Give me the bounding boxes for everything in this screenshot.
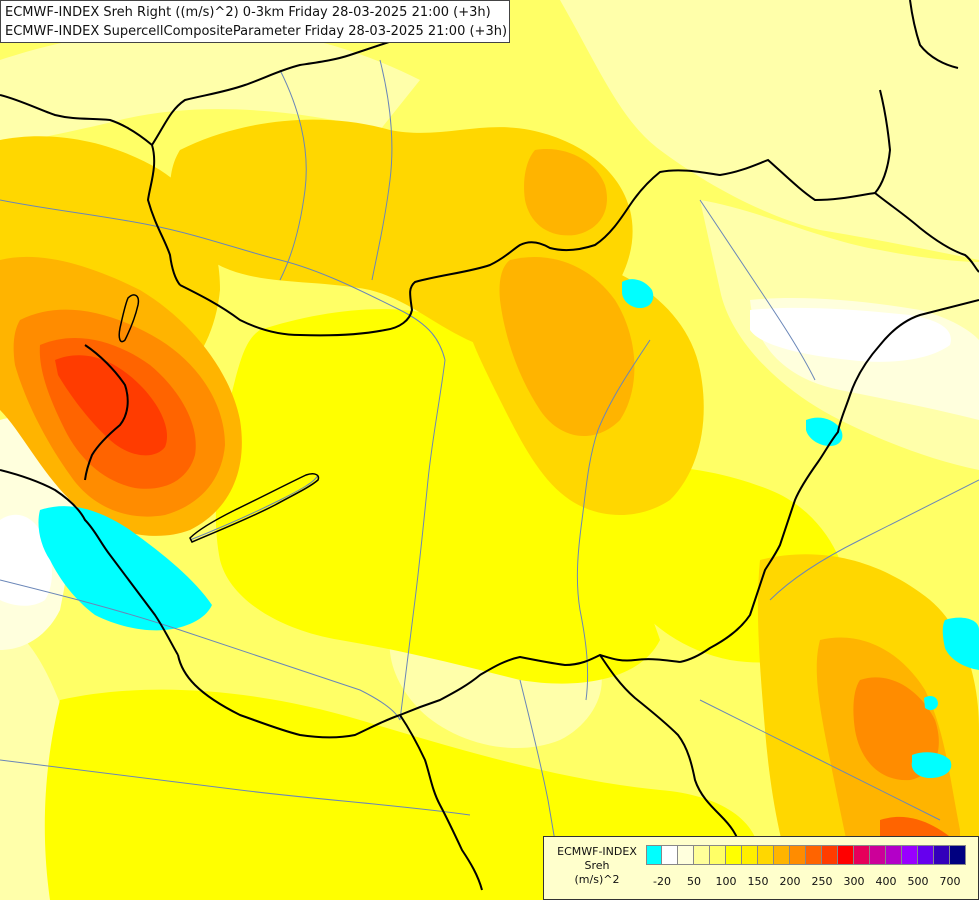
legend-swatch-1 [662,845,678,865]
color-legend: ECMWF-INDEX Sreh (m/s)^2 -20 50 100 150 200 2… [543,836,979,900]
legend-tick-label: 300 [843,875,865,888]
legend-swatch-4 [710,845,726,865]
legend-tick-label: 50 [687,875,701,888]
legend-swatch-15 [886,845,902,865]
rivers [0,59,979,900]
border-west-upper [84,344,129,481]
border-northeast [909,0,959,69]
river-drava [0,579,401,721]
field-orange-light-central [499,256,635,437]
legend-title-variable: Sreh [584,859,610,872]
field-cyan-north [622,279,654,308]
legend-swatch-6 [742,845,758,865]
legend-tick-labels: -20 50 100 150 200 250 300 400 500 700 [544,875,979,891]
river-sava [0,759,471,816]
field-cyan-southeast-3 [924,696,938,711]
legend-swatch-9 [790,845,806,865]
field-orange-light-north [524,149,607,236]
lake-neusiedl [118,294,140,343]
legend-swatch-5 [726,845,742,865]
legend-swatch-2 [678,845,694,865]
legend-tick-label: 700 [939,875,961,888]
legend-swatch-14 [870,845,886,865]
legend-swatch-0 [646,845,662,865]
river-danube-middle [399,359,446,721]
legend-swatch-7 [758,845,774,865]
field-cyan-southeast-2 [942,617,979,670]
river-north-2 [371,59,393,281]
border-south-east-lower [599,654,741,849]
legend-tick-label: 500 [907,875,929,888]
field-light-northeast [560,0,979,260]
legend-tick-label: 150 [747,875,769,888]
legend-tick-label: -20 [653,875,671,888]
legend-swatch-11 [822,845,838,865]
map-title-box: ECMWF-INDEX Sreh Right ((m/s)^2) 0-3km F… [0,0,510,43]
river-tisza [576,339,651,701]
legend-swatch-13 [854,845,870,865]
legend-swatch-3 [694,845,710,865]
legend-swatch-12 [838,845,854,865]
legend-swatch-18 [934,845,950,865]
field-white-east [750,307,951,362]
legend-swatch-19 [950,845,966,865]
border-south-lower [399,714,483,891]
legend-tick-label: 250 [811,875,833,888]
legend-title-source: ECMWF-INDEX [557,845,637,858]
legend-swatch-strip [646,845,966,865]
border-central-north [179,158,979,337]
field-cyan-west [38,506,212,631]
river-southeast [699,699,941,821]
river-west-lake [189,474,319,541]
map-title-line-1: ECMWF-INDEX Sreh Right ((m/s)^2) 0-3km F… [5,5,491,20]
legend-swatch-10 [806,845,822,865]
river-east-2 [769,479,979,601]
legend-title: ECMWF-INDEX Sreh (m/s)^2 [548,845,646,887]
field-yellow-central [215,309,661,684]
legend-swatch-17 [918,845,934,865]
legend-tick-label: 400 [875,875,897,888]
border-west [0,469,179,656]
river-north-1 [279,69,307,281]
legend-swatch-8 [774,845,790,865]
field-red-west [55,355,168,456]
border-north [151,39,396,146]
legend-title-unit: (m/s)^2 [574,873,620,886]
field-cyan-southeast-1 [911,752,952,778]
legend-swatch-16 [902,845,918,865]
border-east [679,299,979,663]
map-title-line-2: ECMWF-INDEX SupercellCompositeParameter … [5,24,508,39]
river-east-1 [699,199,816,381]
lake-balaton [189,473,320,543]
border-northeast-lower [874,89,892,194]
legend-tick-label: 200 [779,875,801,888]
legend-tick-label: 100 [715,875,737,888]
